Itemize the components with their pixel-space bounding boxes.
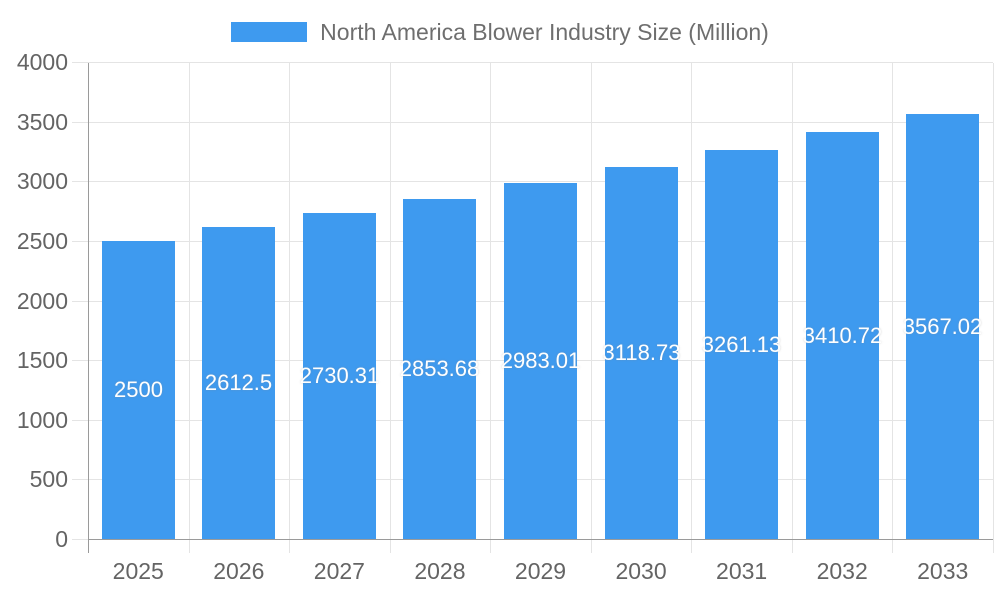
x-axis-label: 2025 [112,558,164,584]
x-axis-label: 2032 [816,558,868,584]
bar-value-label: 2853.68 [399,356,480,381]
gridline-vertical [792,63,793,540]
bar: 2853.68 [400,199,479,539]
y-axis-tick [72,539,88,540]
gridline-vertical [490,63,491,540]
gridline-horizontal [88,122,993,123]
bar-value-label: 2730.31 [299,363,380,388]
x-axis-label: 2029 [514,558,567,584]
bar-value-label: 3567.02 [902,313,983,339]
gridline-vertical [289,63,290,540]
y-axis-tick [72,122,88,123]
gridline-vertical [591,63,592,540]
x-axis-tick [691,540,692,553]
y-axis-tick [72,301,88,302]
x-axis-line [88,539,993,540]
x-axis-label: 2028 [414,558,466,584]
y-axis-tick [72,181,88,182]
y-axis-label: 3500 [16,109,68,135]
x-axis-label: 2031 [716,558,768,584]
y-axis-label: 500 [29,466,68,492]
bar: 3261.13 [702,150,781,539]
x-axis-label: 2033 [917,558,969,584]
y-axis-label: 1000 [16,407,68,433]
bar-value-label: 2983.01 [500,348,581,373]
bar-value-label: 3118.73 [602,340,681,365]
gridline-vertical [691,63,692,540]
y-axis-tick [72,420,88,421]
legend-item[interactable]: North America Blower Industry Size (Mill… [231,19,769,46]
x-axis-tick [591,540,592,553]
x-axis-label: 2027 [313,558,365,584]
gridline-horizontal [88,62,993,63]
x-axis-tick [490,540,491,553]
x-axis-label: 2026 [213,558,265,584]
chart-legend: North America Blower Industry Size (Mill… [0,19,1000,46]
y-axis-tick [72,62,88,63]
gridline-vertical [993,63,994,540]
y-axis-tick [72,479,88,480]
y-axis-label: 4000 [16,49,68,75]
y-axis-tick [72,360,88,361]
y-axis-label: 0 [55,526,68,552]
y-axis-tick [72,241,88,242]
x-axis-tick [993,540,994,553]
x-axis-tick [289,540,290,553]
bar-value-label: 2612.5 [204,370,273,395]
bar-value-label: 2500 [114,377,163,402]
bar: 2612.5 [202,227,275,539]
x-axis-tick [892,540,893,553]
bar: 3410.72 [803,132,882,539]
gridline-vertical [390,63,391,540]
x-axis-label: 2030 [615,558,667,584]
gridline-horizontal [88,181,993,182]
bar-value-label: 3261.13 [701,331,782,357]
y-axis-label: 2000 [16,288,68,314]
bar: 2500 [102,241,175,539]
x-axis-tick [792,540,793,553]
y-axis-label: 2500 [16,228,68,254]
gridline-vertical [189,63,190,540]
bar: 3118.73 [602,167,681,539]
x-axis-tick [390,540,391,553]
legend-color-swatch [231,22,308,42]
y-axis-label: 1500 [16,347,68,373]
bar: 2730.31 [300,213,379,539]
y-axis-line [88,63,89,553]
gridline-vertical [892,63,893,540]
legend-label: North America Blower Industry Size (Mill… [320,18,769,45]
x-axis-tick [189,540,190,553]
bar: 2983.01 [501,183,580,539]
bar: 3567.02 [903,114,982,539]
plot-area: 0 500 1000 1500 2000 2500 3000 3500 4000 2500 2612… [17,50,994,584]
bar-value-label: 3410.72 [802,322,883,348]
y-axis-label: 3000 [16,168,68,194]
